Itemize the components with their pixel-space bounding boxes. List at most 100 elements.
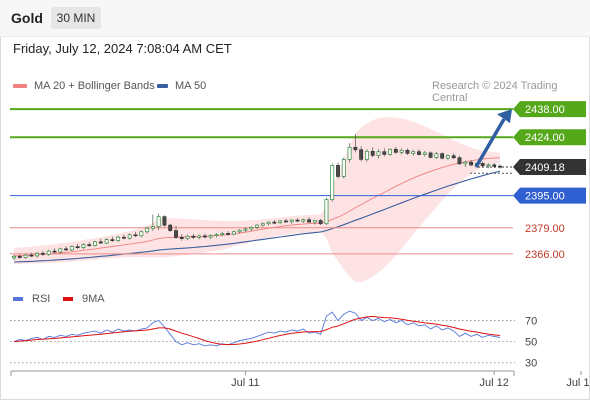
candle	[457, 155, 462, 165]
level-label: 2395.00	[525, 191, 565, 203]
candle-body	[104, 239, 109, 244]
candle	[93, 240, 97, 247]
candle-body	[64, 248, 69, 251]
candle	[382, 148, 387, 157]
candle	[347, 143, 352, 163]
candle-body	[87, 244, 92, 247]
timestamp: Friday, July 12, 2024 7:08:04 AM CET	[13, 41, 232, 56]
candle	[64, 246, 69, 252]
current-price-bg	[513, 159, 586, 176]
interval-button[interactable]: 30 MIN	[51, 7, 101, 29]
candle-body	[434, 153, 439, 158]
candle	[75, 244, 80, 249]
candle	[29, 252, 34, 257]
rsi-9ma-line	[13, 315, 501, 346]
candle-body	[156, 216, 161, 227]
candle	[191, 233, 196, 239]
candle-body	[191, 235, 196, 238]
candle	[150, 214, 155, 231]
candle	[411, 149, 416, 156]
legend-9ma: 9MA	[63, 293, 105, 305]
candle-body	[289, 219, 294, 223]
ma20-swatch	[13, 84, 27, 89]
candle	[440, 152, 445, 160]
x-tick-label: Jul 11	[231, 377, 260, 389]
candle	[289, 219, 294, 224]
candle-body	[226, 233, 231, 235]
candle	[428, 151, 433, 159]
candle	[58, 247, 63, 254]
candle	[260, 222, 265, 227]
candle	[110, 236, 115, 242]
candle	[214, 233, 219, 238]
candle	[434, 151, 439, 159]
legend-ma20-label: MA 20 + Bollinger Bands	[34, 80, 155, 92]
candle-body	[272, 221, 277, 224]
candle-body	[255, 224, 259, 228]
candle	[40, 250, 45, 256]
candle-body	[347, 146, 352, 160]
candle-body	[417, 151, 421, 155]
candle	[208, 234, 213, 240]
candle	[133, 231, 138, 238]
candle-body	[445, 155, 450, 159]
level-label: 2379.00	[525, 223, 565, 235]
rsi-tick-label: 50	[525, 337, 537, 349]
candle	[307, 217, 312, 223]
candle	[145, 226, 150, 234]
candle-body	[139, 231, 144, 237]
candle	[17, 254, 22, 259]
candle	[104, 238, 109, 245]
candle-body	[168, 224, 173, 231]
candle	[283, 218, 288, 223]
candle	[417, 149, 421, 156]
candle	[498, 164, 502, 169]
candle	[336, 162, 340, 179]
forecast-arrow-head	[497, 109, 512, 124]
candle	[353, 134, 358, 153]
candle-body	[29, 254, 34, 257]
candle-body	[145, 227, 150, 233]
credit-text: Research © 2024 Trading Central	[432, 80, 558, 104]
level-label: 2366.00	[525, 249, 565, 261]
candle-body	[81, 244, 86, 249]
candle-body	[12, 255, 16, 259]
candle	[220, 231, 225, 237]
ma20-line	[13, 157, 501, 257]
candle	[318, 218, 323, 225]
candle	[69, 245, 74, 252]
rsi-line	[13, 310, 501, 347]
candle-body	[260, 223, 265, 226]
candle-body	[35, 252, 40, 257]
candle	[12, 254, 16, 260]
level-label: 2424.00	[525, 132, 565, 144]
candle	[388, 148, 393, 156]
candle-body	[220, 233, 225, 235]
candle	[324, 197, 329, 225]
candle	[330, 163, 335, 202]
candle	[249, 226, 254, 231]
forecast-arrow-shaft	[474, 118, 506, 168]
candle	[98, 238, 103, 244]
candle	[81, 243, 86, 250]
legend-ma50-label: MA 50	[175, 80, 207, 92]
candle-body	[422, 152, 427, 155]
candle-body	[324, 199, 329, 225]
candle-body	[341, 159, 346, 177]
candle	[237, 229, 242, 234]
candle-body	[266, 221, 271, 225]
candle	[116, 235, 121, 242]
candle-body	[110, 239, 115, 241]
candle-body	[93, 241, 97, 246]
x-tick-label: Jul 12	[480, 377, 509, 389]
candle-body	[376, 151, 381, 156]
candle-body	[492, 164, 497, 167]
candle-body	[336, 165, 340, 177]
candle-body	[185, 235, 190, 239]
candle-body	[237, 229, 242, 233]
candle	[393, 146, 398, 154]
candle-body	[486, 164, 491, 167]
candle-body	[179, 237, 184, 239]
candle	[168, 223, 173, 232]
